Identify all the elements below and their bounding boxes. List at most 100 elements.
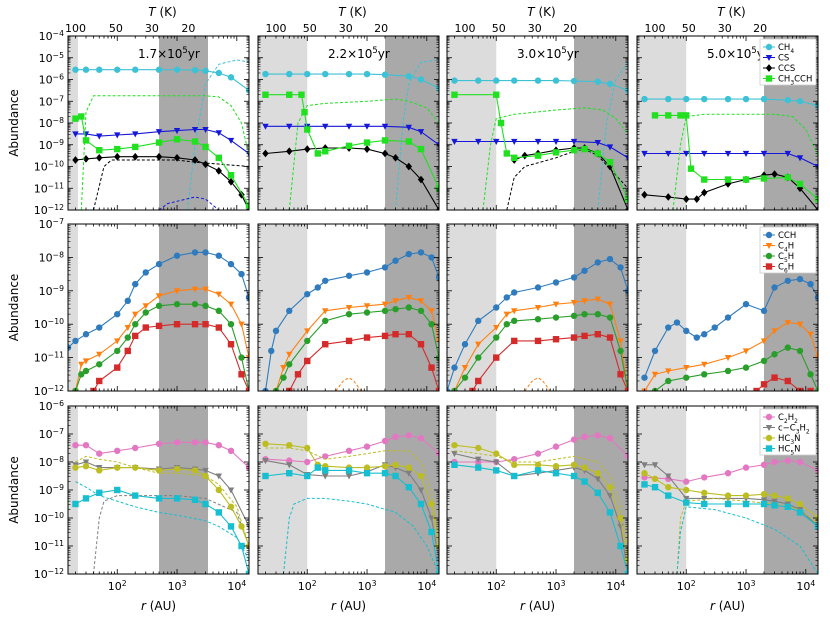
point-C4H [796,321,804,328]
point-C5H [683,374,690,381]
point-C2H2 [202,439,209,446]
point-CH4 [534,77,542,84]
x-tick-label: 102 [108,579,127,594]
top-tick-label: 30 [339,22,353,35]
point-HC3N [191,467,199,474]
point-C2H2 [96,450,103,457]
figure-root: Abundance Abundance Abundance T (K) T (K… [7,5,819,613]
point-CS [552,138,560,146]
point-C5H [475,354,482,361]
shade-outer [385,36,439,210]
legend-marker [765,64,773,72]
point-C6H [114,364,121,371]
point-HC5N [435,570,439,574]
x-axis-label-panel-1: r (AU) [141,599,176,613]
point-CH3CCH [687,165,695,172]
point-C6H [215,324,223,331]
point-CCH [683,327,690,335]
point-C6H [807,387,814,391]
point-C4H [771,328,778,335]
point-HC5N [493,467,500,474]
point-CS [534,138,542,146]
point-CCH [475,317,482,325]
point-c-C3H2 [606,493,614,500]
curve-CCS-model [506,148,628,210]
point-CCH [72,337,79,345]
point-CS [606,144,614,151]
point-CCS [114,152,121,161]
point-CS [114,132,121,139]
curve-CCS-model [93,159,249,210]
curves [641,275,818,391]
point-C2H2 [245,464,249,471]
point-CS [173,128,181,135]
point-C5H [570,312,578,320]
shade-inner [258,224,308,391]
point-C4H [570,299,578,307]
point-HC5N [624,570,628,574]
point-CH3CCH [651,112,659,119]
point-HC3N [428,500,435,508]
point-CH3CCH [581,145,588,153]
point-C6H [475,377,482,385]
shade-inner [637,36,687,210]
point-c-C3H2 [594,476,602,483]
x-tick-label: 104 [796,579,815,594]
point-C5H [428,321,435,328]
point-C6H [124,347,131,355]
point-C5H [417,307,425,315]
point-C4H [552,301,560,308]
y-tick-label: 10−12 [34,567,64,582]
point-c-C3H2 [771,498,778,505]
panel-frame [446,223,629,392]
point-C6H [552,336,560,343]
legend-entry-HC5N: HC5N [778,445,800,457]
point-HC5N [701,500,708,508]
point-C6H [581,332,588,340]
point-HC5N [796,509,804,516]
point-CCH [124,297,131,305]
point-CH4 [322,70,329,78]
point-C6H [132,332,139,340]
curve-HC5N-model [283,497,439,574]
point-C6H [142,324,149,331]
point-C4H [617,338,624,345]
point-CS [191,126,199,134]
point-C2H2 [417,435,425,442]
point-HC3N [511,461,518,468]
point-CCS [82,155,90,163]
point-C4H [78,361,85,368]
point-C5H [796,347,804,355]
point-CH3CCH [742,176,750,183]
point-C2H2 [534,450,542,457]
point-HC3N [624,556,628,564]
point-C4H [511,308,518,315]
panel-frame [67,223,250,392]
point-CCS [238,190,245,199]
curve-c-C3H2 [454,453,628,574]
point-CCS [173,153,181,162]
point-CCS [202,160,209,169]
point-C5H [594,310,602,318]
point-C5H [280,374,287,381]
point-HC5N [742,500,750,508]
point-C4H [227,301,235,308]
point-CCS [683,195,690,203]
point-C2H2 [132,444,139,452]
point-CH4 [724,95,732,103]
point-CCS [304,145,311,153]
point-CS [511,138,518,146]
point-CH3CCH [594,150,602,157]
point-CH3CCH [405,138,413,145]
point-CH4 [814,102,818,109]
top-tick-label: 50 [492,22,506,35]
point-HC3N [641,470,648,477]
point-C2H2 [392,433,399,440]
point-CS [475,138,482,146]
legend-marker [765,252,773,260]
curve-CH3CCH-model [482,107,628,210]
point-CCH [227,260,235,268]
point-HC5N [641,481,648,488]
point-C5H [534,315,542,323]
